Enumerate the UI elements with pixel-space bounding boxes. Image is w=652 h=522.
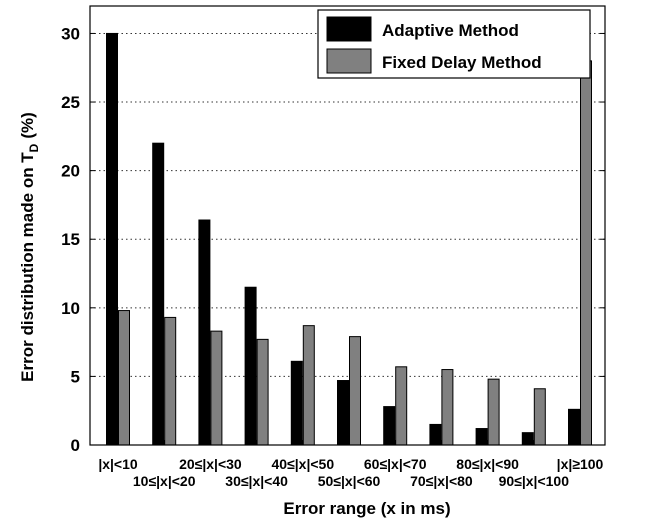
bar-fixed-delay — [533, 388, 546, 446]
y-tick-label: 15 — [61, 230, 80, 249]
bar-adaptive — [337, 380, 349, 446]
bar-adaptive — [429, 423, 442, 446]
bar-fixed-delay — [395, 366, 408, 446]
x-tick-label: 40≤|x|<50 — [271, 456, 334, 472]
legend-swatch-fixed — [326, 48, 372, 74]
bar-adaptive — [198, 219, 211, 446]
legend-label-adaptive: Adaptive Method — [382, 21, 519, 40]
x-tick-label: 20≤|x|<30 — [179, 456, 242, 472]
axes — [89, 5, 606, 446]
x-tick-label: 60≤|x|<70 — [364, 456, 427, 472]
y-axis-title-subscript: D — [27, 143, 41, 152]
y-axis-title-unit: (%) — [18, 112, 37, 138]
bar-fixed-delay — [164, 316, 177, 446]
bar-adaptive — [568, 408, 580, 446]
bar-fixed-delay — [441, 369, 454, 446]
tick-labels: 0 5 10 15 20 25 30 |x|<1010≤|x|<2020≤|x|<3030≤|… — [61, 24, 603, 489]
bar-fixed-delay — [210, 330, 223, 446]
y-tick-label: 25 — [61, 93, 80, 112]
bar-adaptive — [521, 432, 534, 446]
x-tick-label: |x|≥100 — [557, 456, 604, 472]
x-tick-label: 70≤|x|<80 — [410, 473, 473, 489]
legend-label-fixed: Fixed Delay Method — [382, 53, 542, 72]
bar-adaptive — [383, 406, 396, 446]
bar-fixed-delay — [580, 60, 592, 446]
bar-adaptive — [290, 360, 303, 446]
x-tick-label: 50≤|x|<60 — [318, 473, 381, 489]
bar-fixed-delay — [256, 338, 269, 446]
bar-fixed-delay — [487, 378, 500, 446]
bar-adaptive — [152, 142, 165, 446]
x-axis-title: Error range (x in ms) — [283, 499, 450, 518]
bar-fixed-delay — [349, 336, 361, 446]
bars — [106, 32, 592, 446]
x-tick-label: 80≤|x|<90 — [456, 456, 519, 472]
x-tick-label: 90≤|x|<100 — [499, 473, 570, 489]
bar-fixed-delay — [302, 325, 315, 446]
y-tick-label: 20 — [61, 162, 80, 181]
y-tick-label: 10 — [61, 299, 80, 318]
y-axis-title: Error distribution made on TD (%) — [18, 112, 41, 382]
y-axis-title-main: Error distribution made on T — [18, 152, 37, 382]
bar-adaptive — [244, 286, 257, 446]
x-tick-label: 30≤|x|<40 — [225, 473, 288, 489]
y-tick-label: 5 — [71, 367, 80, 386]
x-tick-label: 10≤|x|<20 — [133, 473, 196, 489]
bar-fixed-delay — [118, 310, 130, 446]
legend: Adaptive Method Fixed Delay Method — [317, 9, 591, 79]
y-tick-label: 0 — [71, 436, 80, 455]
bar-adaptive — [106, 32, 118, 446]
y-tick-label: 30 — [61, 24, 80, 43]
bar-adaptive — [475, 428, 488, 446]
plot-frame — [89, 5, 606, 446]
legend-swatch-adaptive — [326, 16, 372, 42]
x-tick-label: |x|<10 — [98, 456, 138, 472]
